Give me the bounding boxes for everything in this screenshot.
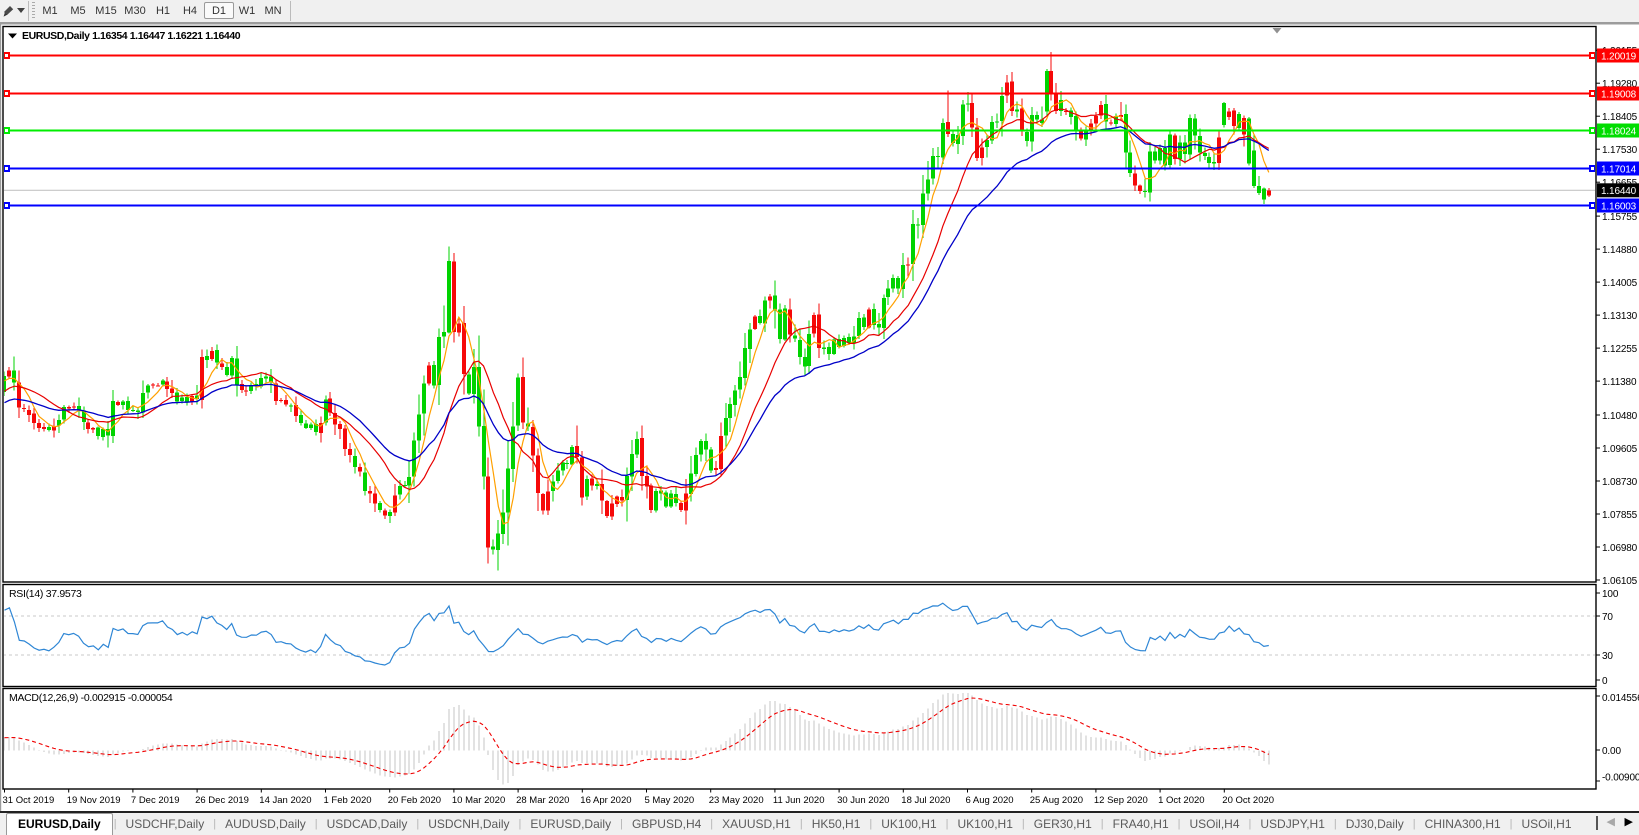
svg-text:1.15755: 1.15755 bbox=[1602, 212, 1638, 223]
svg-text:EURUSD,Daily 1.16354 1.16447: EURUSD,Daily 1.16354 1.16447 1.16221 1.1… bbox=[22, 30, 241, 42]
svg-text:12 Sep 2020: 12 Sep 2020 bbox=[1094, 795, 1148, 806]
svg-text:0.00: 0.00 bbox=[1602, 746, 1621, 757]
svg-text:26 Dec 2019: 26 Dec 2019 bbox=[195, 795, 249, 806]
svg-text:1.17530: 1.17530 bbox=[1602, 145, 1638, 156]
svg-text:28 Mar 2020: 28 Mar 2020 bbox=[516, 795, 569, 806]
svg-text:18 Jul 2020: 18 Jul 2020 bbox=[901, 795, 950, 806]
svg-text:30: 30 bbox=[1602, 651, 1613, 662]
svg-text:1.18024: 1.18024 bbox=[1601, 126, 1637, 137]
svg-text:25 Aug 2020: 25 Aug 2020 bbox=[1030, 795, 1083, 806]
svg-text:16 Apr 2020: 16 Apr 2020 bbox=[580, 795, 631, 806]
svg-text:23 May 2020: 23 May 2020 bbox=[709, 795, 764, 806]
svg-text:7 Dec 2019: 7 Dec 2019 bbox=[131, 795, 180, 806]
svg-text:1.20019: 1.20019 bbox=[1601, 51, 1637, 62]
svg-text:1.07855: 1.07855 bbox=[1602, 510, 1638, 521]
svg-text:1.11380: 1.11380 bbox=[1602, 377, 1637, 388]
svg-text:5 May 2020: 5 May 2020 bbox=[645, 795, 695, 806]
svg-text:1 Feb 2020: 1 Feb 2020 bbox=[324, 795, 372, 806]
svg-text:0: 0 bbox=[1602, 676, 1608, 687]
svg-text:30 Jun 2020: 30 Jun 2020 bbox=[837, 795, 889, 806]
svg-text:1.09605: 1.09605 bbox=[1602, 444, 1638, 455]
svg-text:1.13130: 1.13130 bbox=[1602, 311, 1638, 322]
svg-text:0.014556: 0.014556 bbox=[1602, 693, 1639, 704]
svg-text:14 Jan 2020: 14 Jan 2020 bbox=[259, 795, 311, 806]
svg-text:1.06105: 1.06105 bbox=[1602, 576, 1638, 587]
svg-text:1.08730: 1.08730 bbox=[1602, 477, 1638, 488]
svg-text:1.17014: 1.17014 bbox=[1601, 164, 1637, 175]
svg-text:70: 70 bbox=[1602, 612, 1613, 623]
svg-text:1 Oct 2020: 1 Oct 2020 bbox=[1158, 795, 1204, 806]
svg-text:11 Jun 2020: 11 Jun 2020 bbox=[773, 795, 825, 806]
svg-text:20 Feb 2020: 20 Feb 2020 bbox=[388, 795, 441, 806]
svg-text:1.16003: 1.16003 bbox=[1601, 201, 1637, 212]
svg-text:100: 100 bbox=[1602, 589, 1619, 600]
svg-text:6 Aug 2020: 6 Aug 2020 bbox=[966, 795, 1014, 806]
svg-text:1.14880: 1.14880 bbox=[1602, 245, 1638, 256]
svg-text:10 Mar 2020: 10 Mar 2020 bbox=[452, 795, 505, 806]
svg-text:20 Oct 2020: 20 Oct 2020 bbox=[1222, 795, 1274, 806]
svg-text:RSI(14) 37.9573: RSI(14) 37.9573 bbox=[9, 588, 82, 600]
svg-text:31 Oct 2019: 31 Oct 2019 bbox=[3, 795, 55, 806]
svg-text:19 Nov 2019: 19 Nov 2019 bbox=[67, 795, 121, 806]
svg-text:1.16440: 1.16440 bbox=[1601, 186, 1637, 197]
svg-text:1.19280: 1.19280 bbox=[1602, 79, 1638, 90]
svg-text:1.12255: 1.12255 bbox=[1602, 344, 1638, 355]
svg-text:1.06980: 1.06980 bbox=[1602, 543, 1638, 554]
svg-text:1.10480: 1.10480 bbox=[1602, 411, 1638, 422]
svg-text:1.19008: 1.19008 bbox=[1601, 89, 1637, 100]
svg-text:1.14005: 1.14005 bbox=[1602, 278, 1638, 289]
svg-text:MACD(12,26,9) -0.002915 -0.000: MACD(12,26,9) -0.002915 -0.000054 bbox=[9, 692, 173, 704]
svg-text:1.18405: 1.18405 bbox=[1602, 112, 1638, 123]
